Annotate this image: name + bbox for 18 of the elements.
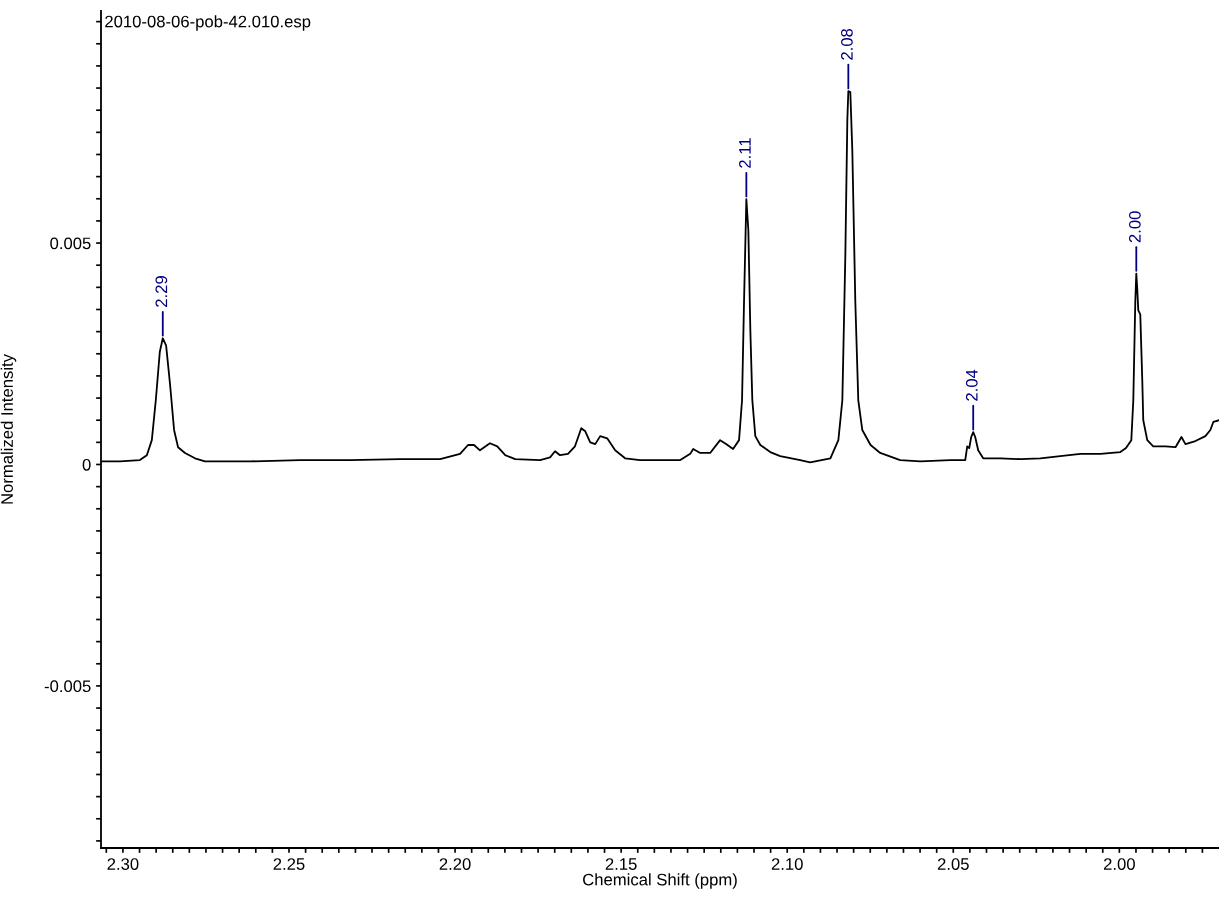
x-axis-title: Chemical Shift (ppm) bbox=[583, 873, 737, 889]
annotation: 2.04 bbox=[965, 369, 978, 401]
x-tick-label: 2.15 bbox=[605, 858, 637, 870]
y-tick-label: 0 bbox=[82, 458, 91, 471]
x-tick-label: 2.10 bbox=[771, 858, 803, 870]
annotation: 2.00 bbox=[1128, 211, 1141, 243]
y-tick-label: 0.005 bbox=[50, 237, 91, 250]
x-tick-label: 2.20 bbox=[439, 858, 471, 870]
x-tick-label: 2.25 bbox=[273, 858, 305, 870]
annotation: 2.11 bbox=[739, 138, 751, 168]
annotation: 2.29 bbox=[155, 276, 168, 307]
x-tick-label: 2.30 bbox=[107, 858, 139, 870]
annotation: 2.08 bbox=[841, 28, 853, 60]
y-axis-title: Normalized Intensity bbox=[0, 354, 17, 504]
x-tick-label: 2.05 bbox=[937, 858, 969, 870]
y-tick-label: -0.005 bbox=[44, 680, 91, 693]
chart-title: 2010-08-06-pob-42.010.esp bbox=[105, 15, 311, 31]
x-tick-label: 2.00 bbox=[1103, 858, 1135, 870]
